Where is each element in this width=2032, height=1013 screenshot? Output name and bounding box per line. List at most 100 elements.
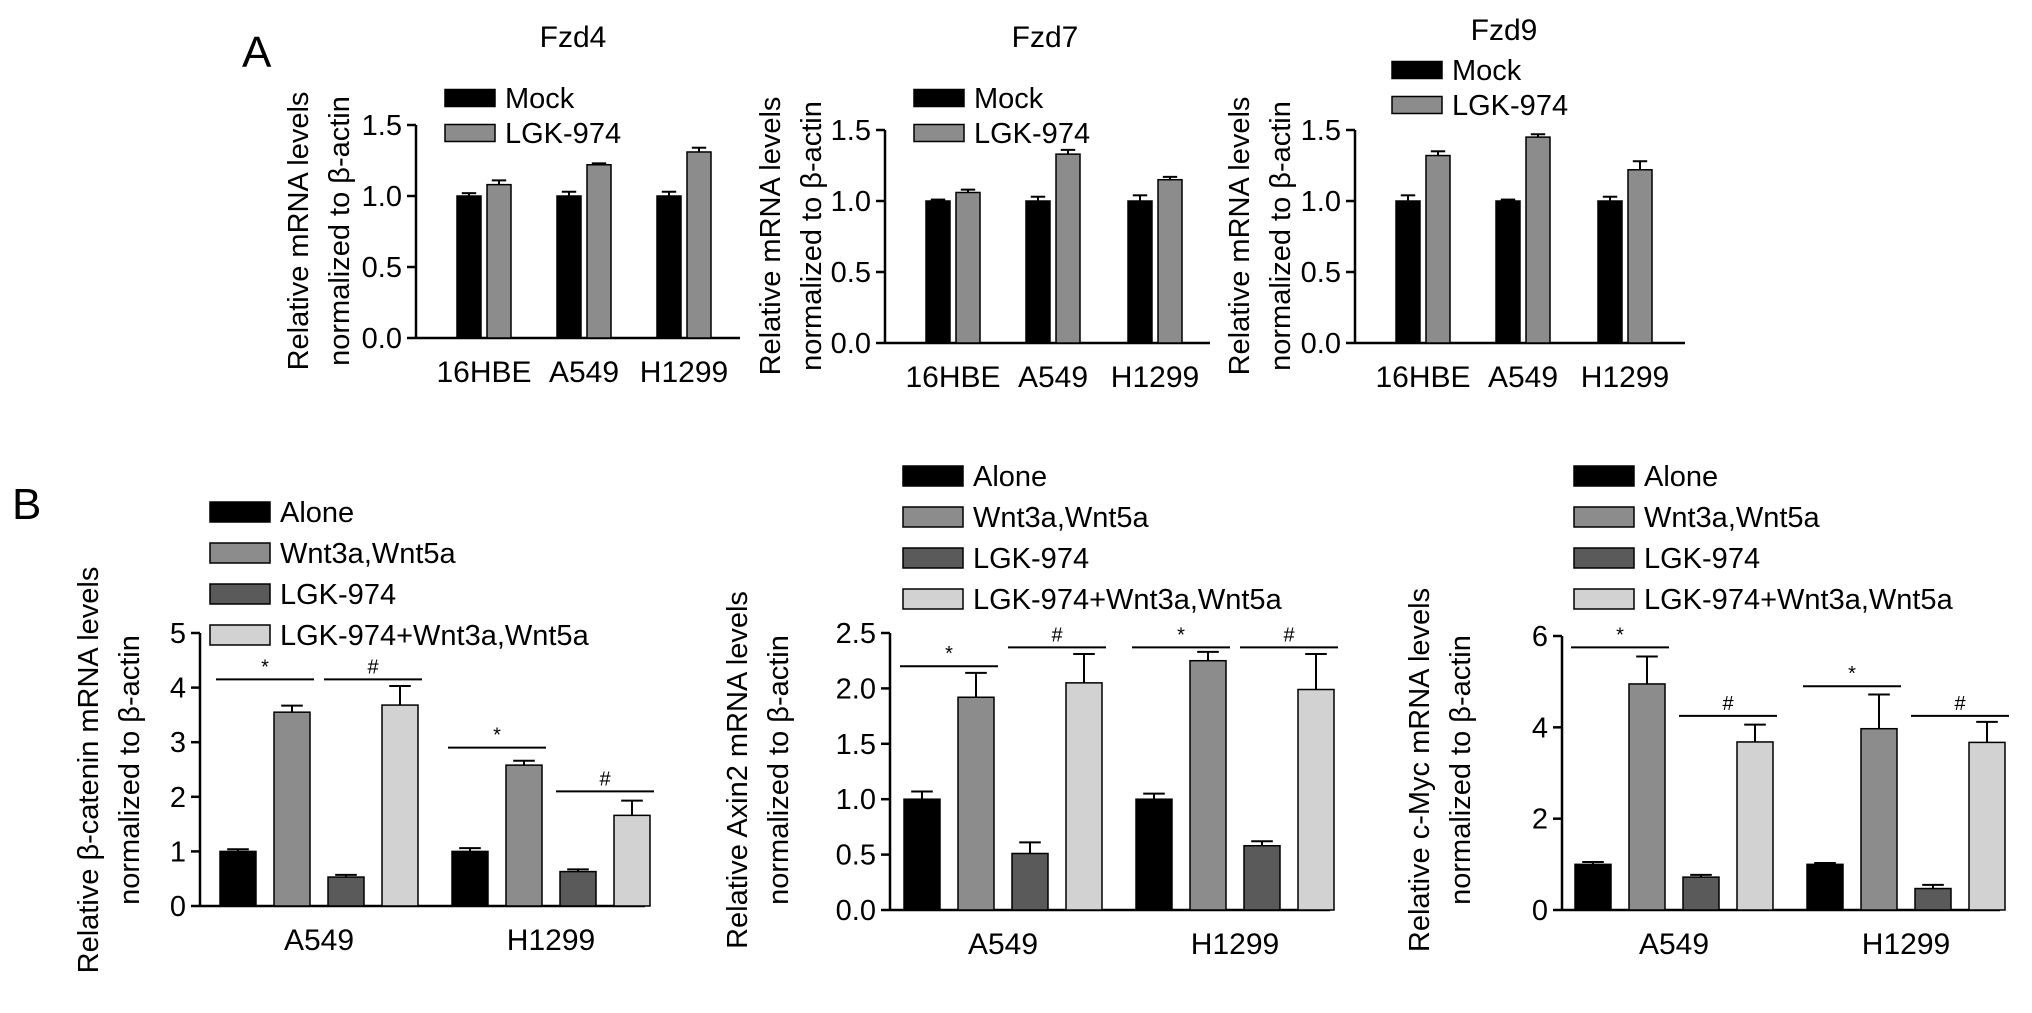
y-axis-label: normalized to β-actin xyxy=(1265,101,1297,371)
bar xyxy=(486,183,512,339)
y-tick-label: 5 xyxy=(170,618,186,650)
bar xyxy=(1968,741,2006,911)
y-tick-label: 1.5 xyxy=(1301,115,1341,147)
y-tick-label: 0.5 xyxy=(1301,257,1341,289)
bar xyxy=(903,798,941,911)
significance-mark: # xyxy=(1954,693,1966,715)
category-label: 16HBE xyxy=(436,356,531,389)
category-label: A549 xyxy=(1488,361,1558,394)
y-tick-label: 1.0 xyxy=(836,784,876,816)
y-tick-label: 0.0 xyxy=(362,323,402,355)
chart-title: Fzd9 xyxy=(1471,14,1538,47)
chart-5: Relative Axin2 mRNA levels normalized to … xyxy=(722,461,1338,961)
chart-title: Fzd7 xyxy=(1012,21,1079,54)
legend-label: LGK-974 xyxy=(974,118,1090,150)
significance-mark: * xyxy=(1616,624,1624,646)
y-tick-label: 1 xyxy=(170,836,186,868)
y-tick-label: 1.0 xyxy=(362,181,402,213)
legend-label: Mock xyxy=(505,83,575,115)
legend-swatch xyxy=(1573,547,1635,569)
category-label: A549 xyxy=(968,928,1038,961)
legend-swatch xyxy=(209,583,271,605)
bar xyxy=(1682,876,1720,911)
chart-2: Fzd7 Relative mRNA levels normalized to β-… xyxy=(755,21,1210,394)
legend-swatch xyxy=(1573,506,1635,528)
y-tick-label: 0.0 xyxy=(836,895,876,927)
legend-swatch xyxy=(444,123,496,143)
bar xyxy=(1243,844,1281,911)
bar xyxy=(1914,887,1952,911)
bar xyxy=(1297,688,1335,911)
bar xyxy=(686,151,712,339)
category-label: H1299 xyxy=(1862,928,1950,961)
y-tick-label: 0.0 xyxy=(831,328,871,360)
chart-6: Relative c-Myc mRNA levels normalized to … xyxy=(1404,461,2009,961)
bar xyxy=(1025,200,1051,344)
legend-label: Wnt3a,Wnt5a xyxy=(973,502,1150,534)
bar xyxy=(456,195,482,339)
y-tick-label: 1.0 xyxy=(831,186,871,218)
category-label: H1299 xyxy=(1111,361,1199,394)
significance-mark: # xyxy=(1722,693,1734,715)
significance-mark: * xyxy=(945,643,953,665)
y-tick-label: 4 xyxy=(170,673,186,705)
y-axis-label: normalized to β-actin xyxy=(1445,635,1477,905)
significance-mark: * xyxy=(1848,663,1856,685)
bar xyxy=(1395,200,1421,344)
legend-swatch xyxy=(902,465,964,487)
significance-mark: # xyxy=(1051,624,1063,646)
category-label: A549 xyxy=(1639,928,1709,961)
bar xyxy=(925,200,951,344)
category-label: H1299 xyxy=(640,356,728,389)
y-axis-label: Relative Axin2 mRNA levels xyxy=(722,591,754,949)
chart-title: Fzd4 xyxy=(540,21,607,54)
bar xyxy=(586,164,612,339)
y-axis-label: normalized to β-actin xyxy=(796,101,828,371)
bar xyxy=(1189,659,1227,911)
y-tick-label: 4 xyxy=(1532,712,1548,744)
panel-letter-a: A xyxy=(242,28,272,77)
y-tick-label: 1.5 xyxy=(836,729,876,761)
category-label: A549 xyxy=(549,356,619,389)
legend-label: Mock xyxy=(974,83,1044,115)
significance-mark: * xyxy=(1177,624,1185,646)
legend-label: LGK-974 xyxy=(1644,543,1760,575)
bar xyxy=(559,870,597,907)
significance-mark: # xyxy=(367,656,379,678)
bar xyxy=(381,704,419,907)
y-tick-label: 1.5 xyxy=(831,115,871,147)
legend-swatch xyxy=(209,624,271,646)
legend-label: Mock xyxy=(1452,55,1522,87)
y-tick-label: 2.5 xyxy=(836,618,876,650)
y-tick-label: 0 xyxy=(170,891,186,923)
y-tick-label: 0.0 xyxy=(1301,328,1341,360)
y-tick-label: 6 xyxy=(1532,621,1548,653)
significance-mark: * xyxy=(261,656,269,678)
chart-4: Relative β-catenin mRNA levels normalized… xyxy=(73,497,654,973)
legend-swatch xyxy=(1573,465,1635,487)
legend-swatch xyxy=(913,123,965,143)
bar xyxy=(1055,153,1081,344)
bar xyxy=(1011,852,1049,911)
legend-swatch xyxy=(444,88,496,108)
bar xyxy=(327,876,365,907)
legend-swatch xyxy=(209,542,271,564)
bar xyxy=(1597,200,1623,344)
category-label: H1299 xyxy=(1581,361,1669,394)
legend-label: LGK-974+Wnt3a,Wnt5a xyxy=(973,584,1283,616)
y-tick-label: 0.5 xyxy=(831,257,871,289)
y-tick-label: 2 xyxy=(1532,804,1548,836)
legend-label: LGK-974+Wnt3a,Wnt5a xyxy=(1644,584,1954,616)
legend-label: Wnt3a,Wnt5a xyxy=(280,538,457,570)
legend-swatch xyxy=(913,88,965,108)
chart-3: Fzd9 Relative mRNA levels normalized to β-… xyxy=(1224,14,1685,394)
legend-label: Alone xyxy=(1644,461,1718,493)
legend-label: LGK-974 xyxy=(280,579,396,611)
y-axis-label: Relative β-catenin mRNA levels xyxy=(73,567,105,974)
y-tick-label: 2 xyxy=(170,782,186,814)
y-axis-label: Relative mRNA levels xyxy=(755,97,787,376)
significance-mark: # xyxy=(599,768,611,790)
legend-swatch xyxy=(902,547,964,569)
